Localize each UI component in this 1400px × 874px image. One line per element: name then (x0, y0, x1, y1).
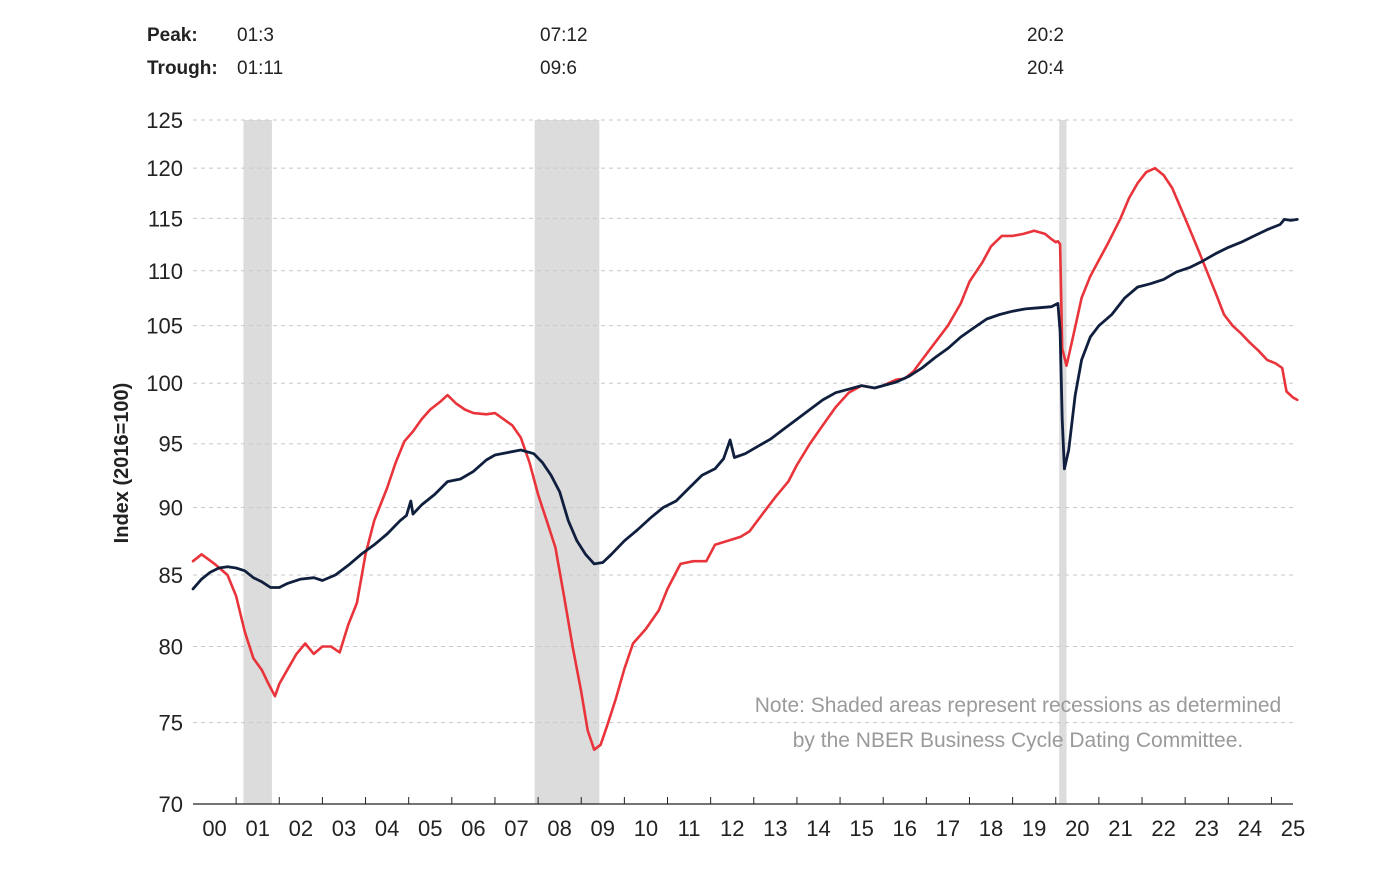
x-tick-21: 21 (1108, 816, 1132, 841)
y-tick-90: 90 (159, 496, 183, 521)
series-navy-line (191, 218, 1299, 591)
recession-peak-3: 20:2 (1027, 25, 1064, 46)
y-tick-115: 115 (148, 206, 183, 231)
x-tick-01: 01 (245, 816, 269, 841)
x-tick-06: 06 (461, 816, 485, 841)
peak-label: Peak: (147, 25, 198, 46)
y-tick-120: 120 (146, 156, 183, 181)
gridlines (193, 119, 1293, 724)
series-red-line (191, 166, 1299, 751)
y-axis-ticks: 70 75 80 85 90 95 100 105 110 115 120 125 (146, 108, 183, 817)
recession-trough-2: 09:6 (540, 58, 577, 79)
x-tick-09: 09 (591, 816, 615, 841)
recession-peak-1: 01:3 (237, 25, 274, 46)
y-tick-70: 70 (159, 792, 183, 817)
x-tick-23: 23 (1194, 816, 1218, 841)
recession-band-1 (243, 120, 272, 804)
x-tick-05: 05 (418, 816, 442, 841)
x-tick-12: 12 (720, 816, 744, 841)
recession-dates: 01:3 01:11 07:12 09:6 20:2 20:4 (237, 25, 1064, 79)
y-tick-100: 100 (146, 371, 183, 396)
x-tick-19: 19 (1022, 816, 1046, 841)
recession-peak-2: 07:12 (540, 25, 588, 46)
y-tick-125: 125 (146, 108, 183, 133)
x-axis: 00 01 02 03 04 05 06 07 08 09 10 11 12 13 14 15 16 17 18 19… (193, 797, 1305, 841)
x-tick-13: 13 (763, 816, 787, 841)
recession-band-2 (534, 120, 600, 804)
x-tick-10: 10 (634, 816, 658, 841)
x-tick-15: 15 (849, 816, 873, 841)
y-tick-75: 75 (159, 711, 183, 736)
y-tick-80: 80 (159, 634, 183, 659)
recession-trough-3: 20:4 (1027, 58, 1064, 79)
x-tick-24: 24 (1238, 816, 1262, 841)
y-tick-85: 85 (159, 563, 183, 588)
x-tick-07: 07 (504, 816, 528, 841)
x-tick-17: 17 (936, 816, 960, 841)
x-tick-16: 16 (893, 816, 917, 841)
x-tick-18: 18 (979, 816, 1003, 841)
trough-label: Trough: (147, 58, 218, 79)
x-tick-03: 03 (332, 816, 356, 841)
y-tick-105: 105 (146, 314, 183, 339)
note-line-2: by the NBER Business Cycle Dating Commit… (793, 729, 1244, 752)
y-axis-label: Index (2016=100) (111, 383, 133, 544)
x-tick-04: 04 (375, 816, 399, 841)
series-lines (191, 166, 1299, 751)
note-line-1: Note: Shaded areas represent recessions … (755, 694, 1281, 717)
recession-trough-1: 01:11 (237, 58, 283, 79)
x-tick-11: 11 (678, 816, 701, 841)
x-tick-22: 22 (1151, 816, 1175, 841)
y-tick-95: 95 (159, 432, 183, 457)
x-tick-25: 25 (1281, 816, 1305, 841)
x-tick-02: 02 (289, 816, 313, 841)
x-tick-14: 14 (806, 816, 830, 841)
x-tick-00: 00 (202, 816, 226, 841)
x-tick-20: 20 (1065, 816, 1089, 841)
y-tick-110: 110 (148, 259, 183, 284)
x-tick-08: 08 (547, 816, 571, 841)
